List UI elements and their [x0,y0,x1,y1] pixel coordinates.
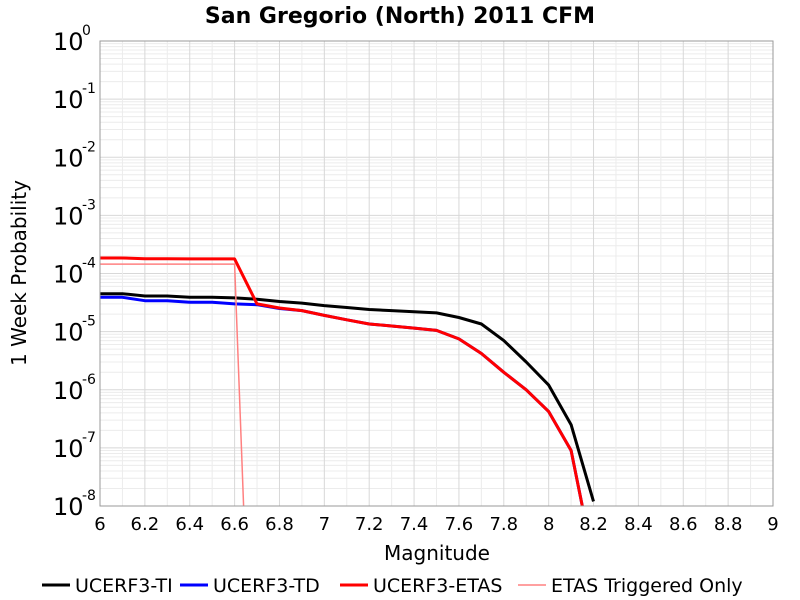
legend-item-ucerf3-etas: UCERF3-ETAS [340,575,502,597]
y-tick-label: 10-1 [53,81,96,114]
legend-item-etas-triggered-only: ETAS Triggered Only [518,575,743,597]
y-tick-label: 10-3 [53,197,96,230]
legend-label: UCERF3-ETAS [373,575,502,597]
legend-label: UCERF3-TI [75,575,173,597]
y-tick-base: 10 [53,319,84,347]
x-tick-label: 7.8 [489,514,518,535]
x-tick-label: 8.2 [579,514,608,535]
y-tick-base: 10 [53,28,84,56]
y-tick-base: 10 [53,144,84,172]
y-tick-exponent: -2 [82,139,96,155]
y-tick-label: 10-2 [53,139,96,172]
legend-label: ETAS Triggered Only [551,575,743,597]
x-tick-label: 8 [543,514,554,535]
x-tick-label: 7.2 [355,514,384,535]
x-tick-label: 6.4 [175,514,204,535]
y-tick-base: 10 [53,86,84,114]
chart-title: San Gregorio (North) 2011 CFM [205,4,595,29]
x-tick-label: 6.6 [220,514,249,535]
y-tick-exponent: -1 [82,81,96,97]
series-line-ucerf3-etas [100,256,584,507]
x-tick-labels: 6 6.2 6.4 6.6 6.8 7 7.2 7.4 7.6 7.8 8 8.2 8.4 8.6 8.8 9 [94,514,778,535]
y-tick-label: 100 [53,23,91,56]
y-tick-exponent: 0 [82,23,91,39]
legend-item-ucerf3-td: UCERF3-TD [180,575,320,597]
y-tick-exponent: -5 [82,314,96,330]
y-axis-label: 1 Week Probability [7,180,31,366]
series-line-ucerf3-td [100,295,584,507]
x-tick-label: 7 [319,514,330,535]
y-tick-label: 10-4 [53,256,96,289]
x-tick-label: 8.8 [714,514,743,535]
x-tick-label: 6.2 [131,514,160,535]
x-tick-label: 9 [767,514,778,535]
y-tick-base: 10 [53,435,84,463]
x-tick-label: 7.6 [445,514,474,535]
series-line-etas-triggered-only [100,263,245,507]
y-tick-base: 10 [53,261,84,289]
x-tick-label: 7.4 [400,514,429,535]
grid [99,41,774,507]
x-tick-label: 8.4 [624,514,653,535]
series-layer [100,256,595,507]
x-tick-label: 8.6 [669,514,698,535]
y-tick-base: 10 [53,202,84,230]
x-tick-label: 6.8 [265,514,294,535]
legend: UCERF3-TI UCERF3-TD UCERF3-ETAS ETAS Trigge… [42,575,743,597]
y-tick-base: 10 [53,377,84,405]
plot-frame [99,40,774,507]
y-tick-exponent: -6 [82,372,96,388]
y-tick-label: 10-5 [53,314,96,347]
y-tick-label: 10-8 [53,488,96,521]
x-tick-label: 6 [94,514,105,535]
y-tick-label: 10-7 [53,430,96,463]
y-tick-exponent: -4 [82,256,96,272]
y-tick-exponent: -3 [82,197,96,213]
y-tick-exponent: -7 [82,430,96,446]
x-axis-label: Magnitude [384,541,490,565]
y-tick-exponent: -8 [82,488,96,504]
series-line-ucerf3-ti [100,292,595,502]
legend-label: UCERF3-TD [213,575,320,597]
y-tick-label: 10-6 [53,372,96,405]
legend-item-ucerf3-ti: UCERF3-TI [42,575,173,597]
y-tick-base: 10 [53,493,84,521]
